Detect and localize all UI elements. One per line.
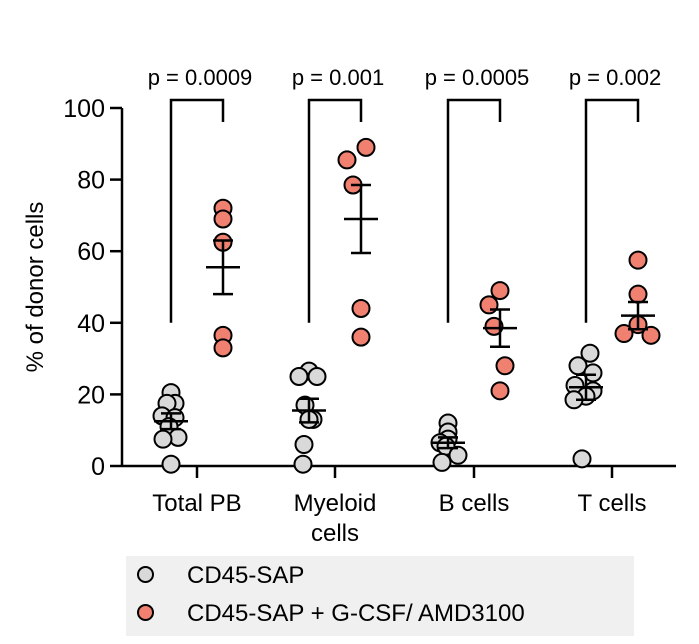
data-point-cd45-sap-gcsf-amd3100 [356, 137, 376, 157]
x-tick-label: cells [311, 520, 359, 547]
data-point-cd45-sap-gcsf-amd3100 [337, 150, 357, 170]
y-tick-label: 0 [91, 453, 105, 481]
data-point-cd45-sap [432, 452, 452, 472]
data-point-cd45-sap [293, 454, 313, 474]
data-point-cd45-sap-gcsf-amd3100 [628, 284, 648, 304]
significance-bracket [169, 98, 225, 323]
data-point-cd45-sap-gcsf-amd3100 [495, 356, 515, 376]
y-tick-label: 80 [77, 167, 105, 195]
data-point-cd45-sap [153, 429, 173, 449]
legend: CD45-SAP CD45-SAP + G-CSF/ AMD3100 [126, 556, 634, 636]
data-point-cd45-sap [580, 343, 600, 363]
legend-label: CD45-SAP [187, 562, 305, 589]
p-value-annotation: p = 0.0009 [148, 65, 253, 90]
data-point-cd45-sap-gcsf-amd3100 [479, 295, 499, 315]
data-point-cd45-sap-gcsf-amd3100 [628, 250, 648, 270]
data-point-cd45-sap-gcsf-amd3100 [490, 381, 510, 401]
significance-bracket [446, 98, 502, 323]
data-point-cd45-sap-gcsf-amd3100 [213, 338, 233, 358]
y-tick-label: 60 [77, 238, 105, 266]
data-point-cd45-sap-gcsf-amd3100 [484, 316, 504, 336]
data-point-cd45-sap-gcsf-amd3100 [351, 298, 371, 318]
p-value-annotation: p = 0.001 [292, 65, 384, 90]
chart: 0 20 40 60 80 100 % of donor cells Total PB Myel… [22, 65, 676, 547]
data-point-cd45-sap [161, 454, 181, 474]
x-tick-label: Total PB [152, 490, 241, 517]
x-tick-label: B cells [439, 490, 510, 517]
data-point-cd45-sap-gcsf-amd3100 [490, 281, 510, 301]
legend-marker-red-circle-icon [137, 604, 154, 621]
data-point-cd45-sap-gcsf-amd3100 [614, 324, 634, 344]
legend-label: CD45-SAP + G-CSF/ AMD3100 [187, 600, 525, 627]
data-point-cd45-sap-gcsf-amd3100 [641, 325, 661, 345]
data-point-cd45-sap-gcsf-amd3100 [213, 209, 233, 229]
data-point-cd45-sap [289, 367, 309, 386]
data-point-cd45-sap [448, 445, 468, 465]
y-axis-label: % of donor cells [22, 202, 49, 373]
p-value-annotation: p = 0.0005 [425, 65, 530, 90]
significance-bracket [584, 98, 640, 323]
data-point-cd45-sap [307, 367, 327, 386]
significance-bracket [307, 98, 363, 323]
data-point-cd45-sap [294, 435, 314, 455]
y-tick-label: 40 [77, 310, 105, 338]
x-tick-label: Myeloid [294, 490, 377, 517]
data-point-cd45-sap [572, 449, 592, 469]
legend-item-cd45-sap: CD45-SAP [126, 558, 634, 594]
x-tick-label: T cells [578, 490, 647, 517]
legend-marker-grey-circle-icon [137, 566, 154, 583]
y-tick-label: 20 [77, 381, 105, 409]
data-point-cd45-sap-gcsf-amd3100 [351, 327, 371, 347]
y-tick-label: 100 [63, 95, 105, 123]
legend-item-cd45-sap-gcsf-amd3100: CD45-SAP + G-CSF/ AMD3100 [126, 596, 634, 632]
p-value-annotation: p = 0.002 [569, 65, 661, 90]
